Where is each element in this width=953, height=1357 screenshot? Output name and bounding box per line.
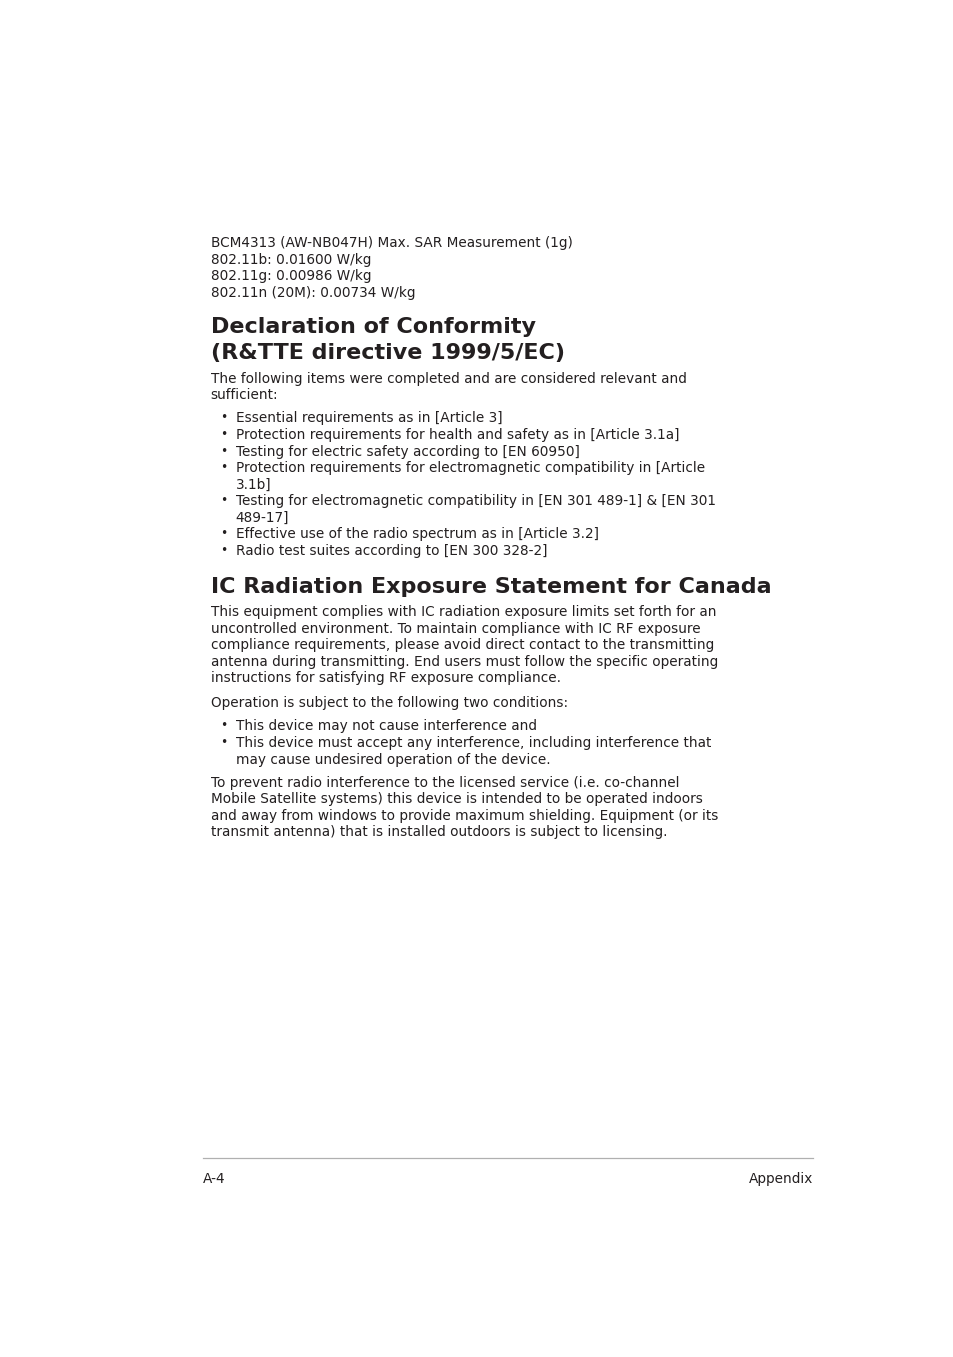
Text: may cause undesired operation of the device.: may cause undesired operation of the dev… bbox=[235, 753, 550, 767]
Text: 802.11g: 0.00986 W/kg: 802.11g: 0.00986 W/kg bbox=[211, 269, 371, 284]
Text: •: • bbox=[220, 735, 227, 749]
Text: instructions for satisfying RF exposure compliance.: instructions for satisfying RF exposure … bbox=[211, 672, 560, 685]
Text: •: • bbox=[220, 461, 227, 474]
Text: Appendix: Appendix bbox=[748, 1171, 812, 1186]
Text: •: • bbox=[220, 528, 227, 540]
Text: antenna during transmitting. End users must follow the specific operating: antenna during transmitting. End users m… bbox=[211, 655, 718, 669]
Text: 802.11n (20M): 0.00734 W/kg: 802.11n (20M): 0.00734 W/kg bbox=[211, 286, 415, 300]
Text: The following items were completed and are considered relevant and: The following items were completed and a… bbox=[211, 372, 686, 385]
Text: and away from windows to provide maximum shielding. Equipment (or its: and away from windows to provide maximum… bbox=[211, 809, 718, 822]
Text: 3.1b]: 3.1b] bbox=[235, 478, 271, 491]
Text: IC Radiation Exposure Statement for Canada: IC Radiation Exposure Statement for Cana… bbox=[211, 577, 771, 597]
Text: This device may not cause interference and: This device may not cause interference a… bbox=[235, 719, 536, 733]
Text: •: • bbox=[220, 427, 227, 441]
Text: •: • bbox=[220, 411, 227, 425]
Text: This device must accept any interference, including interference that: This device must accept any interference… bbox=[235, 735, 710, 750]
Text: Operation is subject to the following two conditions:: Operation is subject to the following tw… bbox=[211, 696, 567, 710]
Text: Mobile Satellite systems) this device is intended to be operated indoors: Mobile Satellite systems) this device is… bbox=[211, 792, 701, 806]
Text: Radio test suites according to [EN 300 328-2]: Radio test suites according to [EN 300 3… bbox=[235, 544, 546, 558]
Text: •: • bbox=[220, 445, 227, 457]
Text: •: • bbox=[220, 719, 227, 733]
Text: A-4: A-4 bbox=[203, 1171, 225, 1186]
Text: uncontrolled environment. To maintain compliance with IC RF exposure: uncontrolled environment. To maintain co… bbox=[211, 622, 700, 635]
Text: sufficient:: sufficient: bbox=[211, 388, 278, 402]
Text: To prevent radio interference to the licensed service (i.e. co-channel: To prevent radio interference to the lic… bbox=[211, 776, 679, 790]
Text: BCM4313 (AW-NB047H) Max. SAR Measurement (1g): BCM4313 (AW-NB047H) Max. SAR Measurement… bbox=[211, 236, 572, 250]
Text: •: • bbox=[220, 494, 227, 508]
Text: Testing for electric safety according to [EN 60950]: Testing for electric safety according to… bbox=[235, 445, 578, 459]
Text: compliance requirements, please avoid direct contact to the transmitting: compliance requirements, please avoid di… bbox=[211, 638, 713, 653]
Text: Declaration of Conformity: Declaration of Conformity bbox=[211, 318, 536, 337]
Text: 489-17]: 489-17] bbox=[235, 510, 289, 525]
Text: transmit antenna) that is installed outdoors is subject to licensing.: transmit antenna) that is installed outd… bbox=[211, 825, 666, 840]
Text: Protection requirements for electromagnetic compatibility in [Article: Protection requirements for electromagne… bbox=[235, 461, 704, 475]
Text: •: • bbox=[220, 544, 227, 556]
Text: Effective use of the radio spectrum as in [Article 3.2]: Effective use of the radio spectrum as i… bbox=[235, 528, 598, 541]
Text: 802.11b: 0.01600 W/kg: 802.11b: 0.01600 W/kg bbox=[211, 252, 371, 266]
Text: This equipment complies with IC radiation exposure limits set forth for an: This equipment complies with IC radiatio… bbox=[211, 605, 716, 619]
Text: (R&TTE directive 1999/5/EC): (R&TTE directive 1999/5/EC) bbox=[211, 343, 564, 362]
Text: Testing for electromagnetic compatibility in [EN 301 489-1] & [EN 301: Testing for electromagnetic compatibilit… bbox=[235, 494, 715, 509]
Text: Essential requirements as in [Article 3]: Essential requirements as in [Article 3] bbox=[235, 411, 501, 426]
Text: Protection requirements for health and safety as in [Article 3.1a]: Protection requirements for health and s… bbox=[235, 427, 679, 442]
